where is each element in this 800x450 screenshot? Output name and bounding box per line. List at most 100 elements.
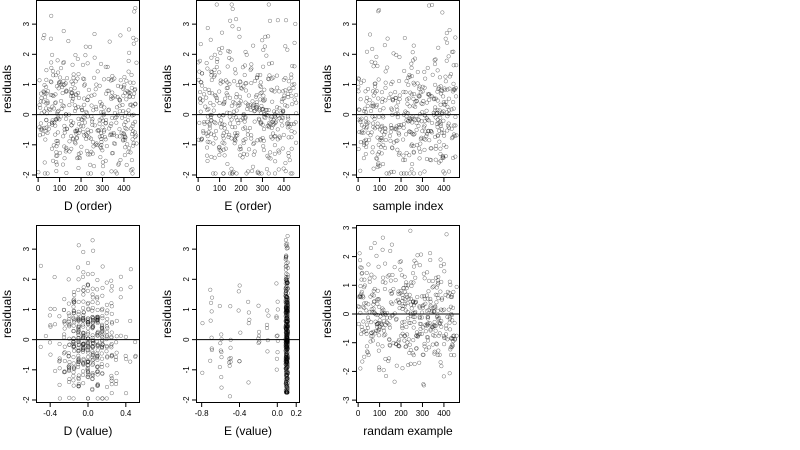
scatter-point — [443, 292, 448, 298]
scatter-point — [411, 96, 416, 101]
scatter-point — [227, 363, 232, 368]
scatter-point — [415, 69, 420, 75]
scatter-point — [128, 168, 133, 173]
scatter-point — [274, 281, 279, 286]
scatter-point — [434, 275, 439, 280]
scatter-point — [88, 44, 93, 49]
scatter-point — [53, 123, 58, 128]
scatter-points — [200, 233, 290, 399]
scatter-point — [450, 135, 455, 140]
scatter-point — [53, 117, 58, 122]
scatter-point — [262, 87, 267, 92]
scatter-point — [272, 151, 277, 156]
scatter-point — [365, 315, 371, 320]
scatter-point — [76, 323, 81, 328]
scatter-point — [407, 72, 412, 78]
scatter-point — [77, 155, 82, 161]
scatter-point — [243, 81, 248, 86]
scatter-point — [67, 313, 72, 318]
scatter-point — [80, 318, 86, 323]
scatter-point — [425, 270, 430, 275]
scatter-point — [85, 288, 90, 293]
x-tick-label: 300 — [416, 184, 430, 193]
scatter-point — [417, 146, 422, 151]
scatter-point — [432, 57, 437, 63]
scatter-point — [100, 316, 105, 321]
scatter-point — [74, 131, 79, 136]
scatter-point — [381, 328, 386, 333]
scatter-point — [242, 119, 247, 124]
scatter-point — [262, 97, 268, 102]
scatter-point — [94, 141, 99, 146]
scatter-point — [401, 153, 406, 158]
scatter-point — [114, 105, 119, 110]
scatter-point — [285, 291, 290, 296]
scatter-point — [197, 58, 202, 63]
plot-frame — [36, 0, 140, 178]
scatter-point — [76, 357, 81, 362]
scatter-point — [386, 358, 391, 364]
scatter-point — [113, 169, 118, 174]
scatter-point — [219, 355, 224, 360]
scatter-point — [388, 315, 393, 320]
scatter-point — [252, 109, 257, 114]
y-tick-label: -3 — [342, 396, 351, 404]
scatter-point — [201, 130, 206, 135]
scatter-point — [428, 328, 433, 333]
scatter-point — [279, 99, 284, 104]
scatter-point — [287, 158, 292, 163]
scatter-point — [374, 102, 380, 107]
scatter-point — [105, 326, 110, 331]
scatter-point — [209, 118, 214, 123]
scatter-point — [86, 130, 91, 135]
scatter-point — [418, 321, 424, 327]
scatter-point — [405, 332, 410, 337]
scatter-point — [406, 337, 411, 342]
scatter-point — [44, 91, 49, 96]
scatter-point — [104, 144, 109, 149]
scatter-point — [449, 126, 454, 131]
scatter-point — [51, 73, 56, 78]
scatter-point — [95, 295, 100, 300]
x-tick-label: 0 — [356, 184, 361, 193]
scatter-point — [404, 295, 410, 300]
scatter-point — [246, 321, 251, 326]
scatter-point — [249, 62, 254, 67]
scatter-point — [90, 320, 95, 326]
scatter-point — [67, 395, 72, 400]
scatter-point — [220, 45, 225, 50]
scatter-point — [435, 278, 440, 283]
scatter-point — [62, 358, 67, 364]
scatter-point — [284, 332, 289, 337]
scatter-point — [72, 86, 77, 91]
scatter-point — [447, 279, 452, 284]
scatter-point — [62, 144, 67, 149]
scatter-point — [76, 309, 81, 314]
scatter-point — [237, 147, 242, 152]
scatter-point — [100, 329, 105, 334]
scatter-point — [62, 297, 67, 302]
scatter-point — [109, 343, 114, 348]
scatter-point — [96, 128, 102, 133]
scatter-point — [205, 153, 210, 158]
scatter-point — [411, 103, 416, 108]
scatter-point — [43, 106, 49, 111]
scatter-point — [81, 249, 86, 255]
y-tick-label: 0 — [22, 112, 31, 117]
scatter-point — [56, 86, 61, 91]
scatter-point — [286, 116, 291, 121]
x-tick-label: 400 — [117, 184, 131, 193]
scatter-point — [252, 119, 257, 124]
scatter-point — [407, 320, 412, 325]
scatter-point — [91, 108, 96, 113]
scatter-point — [238, 153, 243, 158]
scatter-point — [236, 121, 241, 126]
scatter-point — [407, 292, 412, 297]
scatter-point — [377, 304, 382, 309]
scatter-point — [290, 63, 295, 69]
scatter-point — [362, 285, 367, 290]
scatter-point — [422, 341, 427, 346]
x-tick-label: 200 — [394, 184, 408, 193]
scatter-point — [445, 314, 450, 319]
